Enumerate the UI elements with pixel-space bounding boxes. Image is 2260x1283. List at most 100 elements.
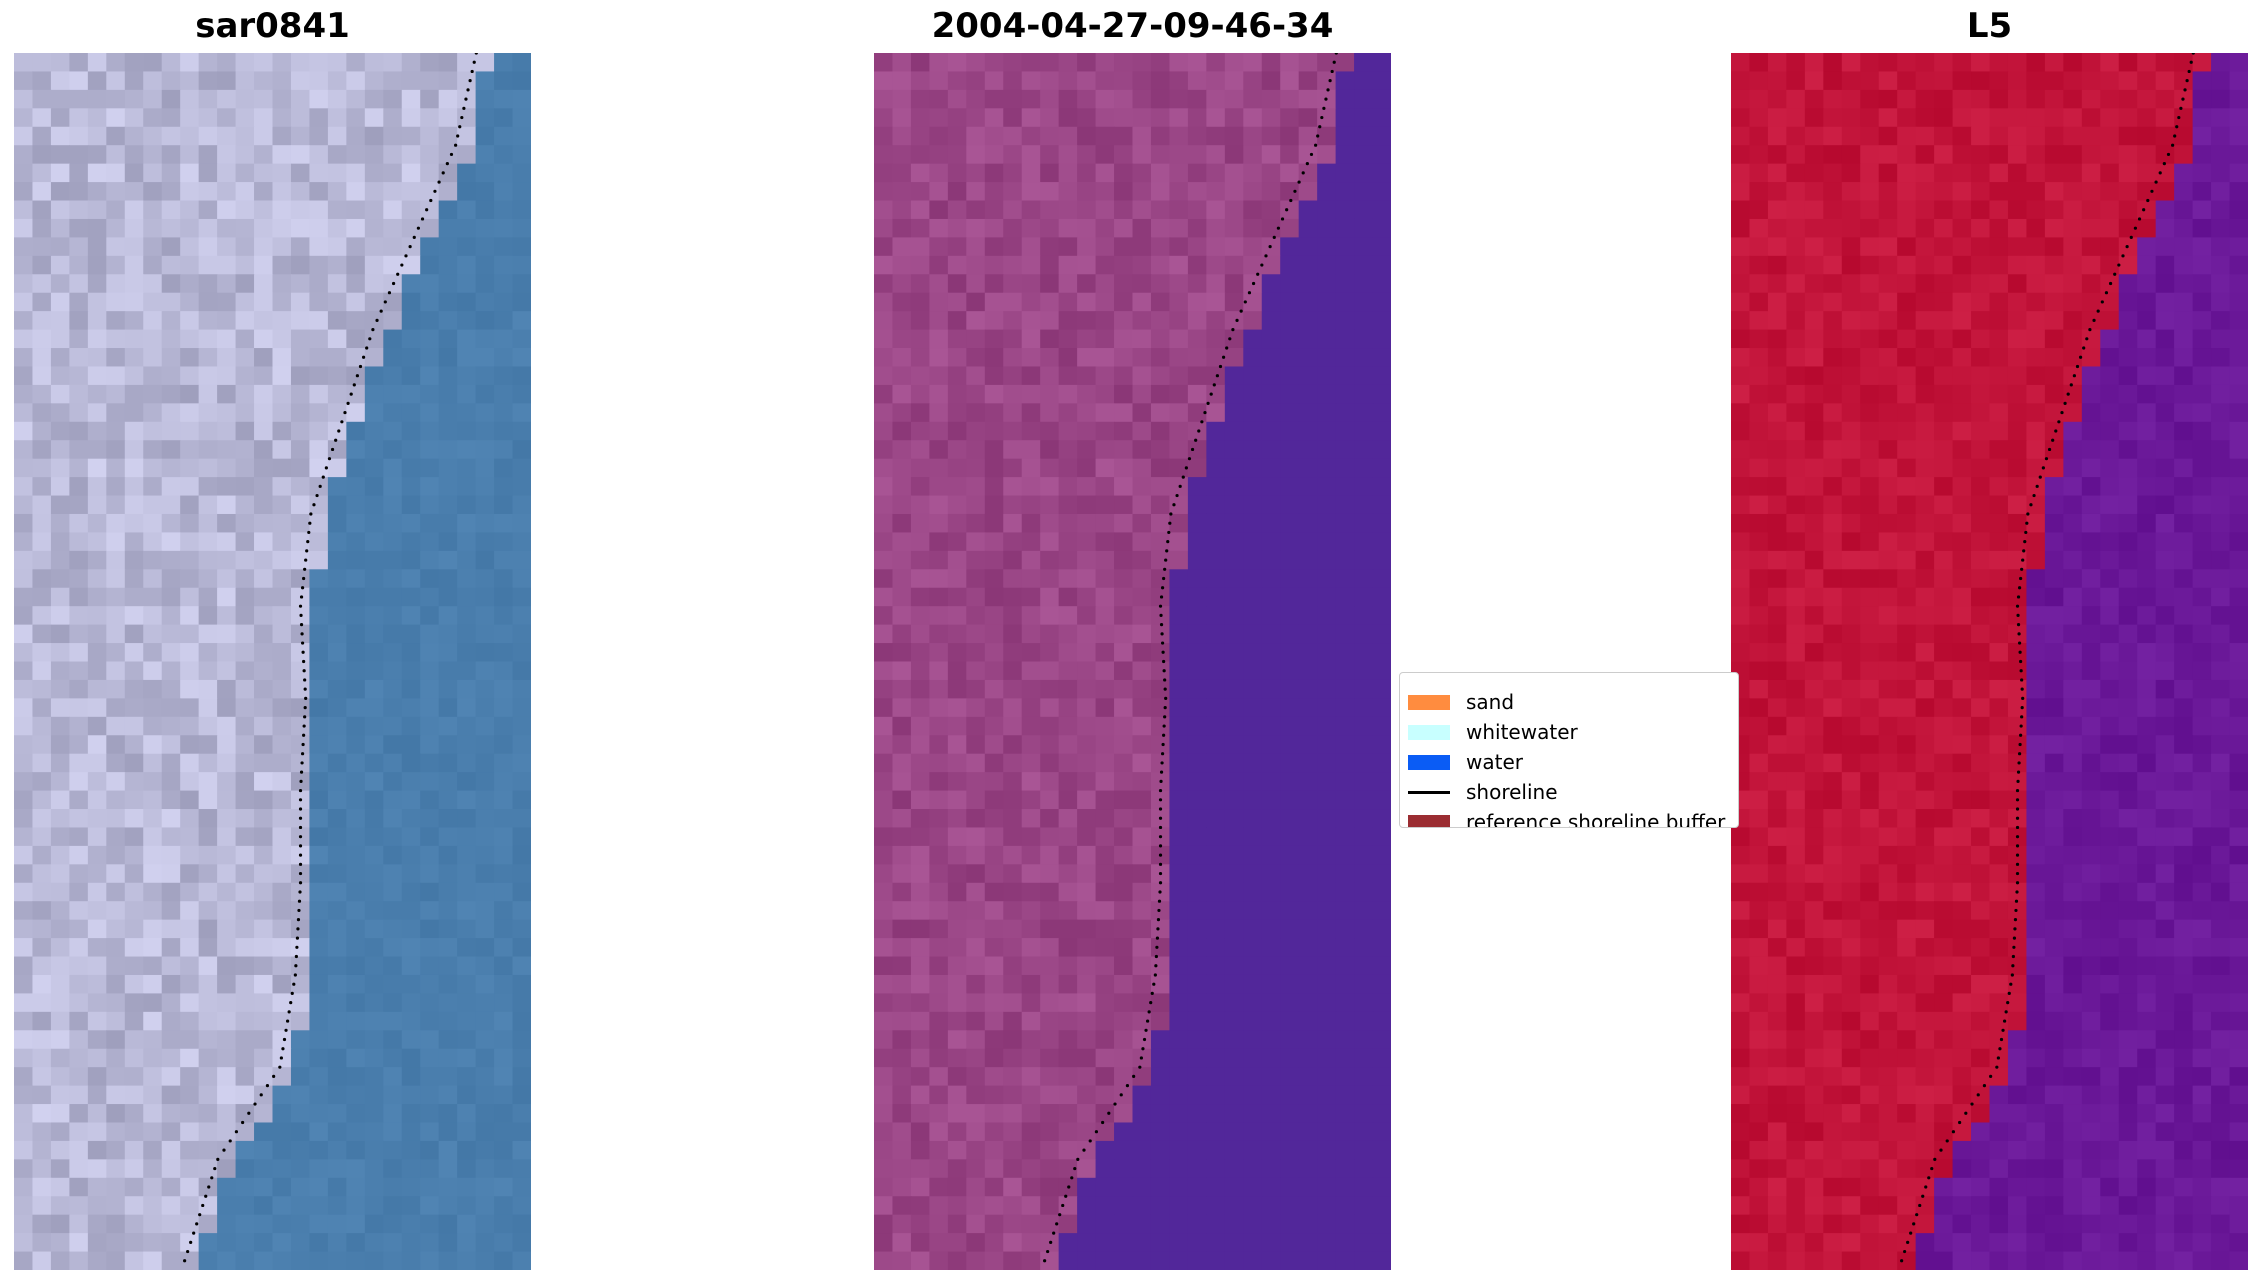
land-pixel (217, 1159, 237, 1179)
land-pixel (2174, 71, 2194, 91)
water-pixel (438, 274, 458, 294)
shoreline-dot (302, 659, 306, 664)
water-pixel (512, 569, 531, 589)
land-pixel (1077, 495, 1097, 515)
water-pixel (494, 89, 514, 109)
water-pixel (2174, 532, 2194, 552)
land-pixel (180, 550, 200, 570)
land-pixel (1224, 311, 1244, 331)
land-pixel (1095, 237, 1115, 257)
water-pixel (457, 643, 477, 663)
land-pixel (457, 53, 477, 73)
land-pixel (198, 1011, 218, 1031)
land-pixel (2007, 274, 2028, 294)
land-pixel (1767, 292, 1787, 312)
water-pixel (1206, 458, 1226, 478)
land-pixel (1989, 200, 2009, 220)
water-pixel (1354, 1030, 1374, 1050)
land-pixel (1878, 550, 1898, 570)
water-pixel (438, 1140, 458, 1160)
water-pixel (2211, 698, 2231, 718)
water-pixel (309, 864, 329, 884)
land-pixel (1989, 89, 2009, 109)
water-pixel (420, 513, 440, 534)
land-pixel (2063, 403, 2083, 423)
land-pixel (2081, 163, 2101, 183)
shoreline-dot (1166, 540, 1170, 544)
land-pixel (1021, 809, 1041, 829)
land-pixel (966, 495, 986, 515)
water-pixel (1206, 1122, 1226, 1142)
land-pixel (910, 643, 930, 663)
land-pixel (1786, 53, 1806, 73)
land-pixel (1021, 1011, 1041, 1031)
water-pixel (401, 495, 421, 515)
land-pixel (1114, 864, 1134, 884)
land-pixel (235, 1085, 255, 1105)
land-pixel (1224, 200, 1244, 220)
land-pixel (2044, 440, 2064, 460)
land-pixel (1786, 329, 1806, 349)
land-pixel (1132, 993, 1152, 1013)
land-pixel (1224, 274, 1244, 294)
land-pixel (1114, 919, 1134, 939)
land-pixel (984, 108, 1004, 128)
water-pixel (1354, 845, 1374, 865)
land-pixel (143, 772, 163, 792)
land-pixel (1915, 513, 1935, 534)
water-pixel (1187, 513, 1207, 534)
land-pixel (235, 679, 255, 699)
water-pixel (420, 1085, 440, 1105)
water-pixel (1354, 495, 1374, 515)
water-pixel (1187, 993, 1207, 1013)
water-pixel (438, 1085, 458, 1105)
land-pixel (1077, 348, 1097, 368)
land-pixel (1261, 53, 1281, 73)
land-pixel (984, 477, 1004, 497)
land-pixel (910, 274, 930, 294)
water-pixel (1298, 274, 1318, 294)
land-pixel (2026, 108, 2046, 128)
water-pixel (290, 1122, 311, 1142)
land-pixel (217, 901, 237, 921)
land-pixel (14, 809, 34, 829)
water-pixel (494, 274, 514, 294)
water-pixel (383, 974, 403, 995)
water-pixel (1298, 1214, 1318, 1234)
land-pixel (50, 809, 70, 829)
water-pixel (2192, 182, 2212, 202)
land-pixel (1878, 108, 1898, 128)
land-pixel (1095, 89, 1115, 109)
land-pixel (50, 477, 70, 497)
water-pixel (1317, 1030, 1337, 1050)
land-pixel (966, 71, 986, 91)
land-pixel (1095, 1067, 1115, 1087)
land-pixel (1749, 458, 1769, 478)
land-pixel (235, 606, 255, 626)
land-pixel (14, 182, 34, 202)
water-pixel (494, 1030, 514, 1050)
land-pixel (910, 901, 930, 921)
water-pixel (1372, 421, 1391, 441)
land-pixel (198, 901, 218, 921)
land-pixel (1915, 89, 1935, 109)
land-pixel (1731, 495, 1751, 515)
land-pixel (892, 919, 912, 939)
land-pixel (892, 993, 912, 1013)
water-pixel (1224, 661, 1244, 681)
land-pixel (892, 53, 912, 73)
land-pixel (910, 606, 930, 626)
water-pixel (1169, 753, 1189, 773)
land-pixel (929, 993, 949, 1013)
land-pixel (1132, 1030, 1152, 1050)
land-pixel (143, 1214, 163, 1234)
land-pixel (14, 403, 34, 423)
land-pixel (290, 237, 311, 257)
water-pixel (346, 679, 366, 699)
land-pixel (69, 1067, 89, 1087)
land-pixel (1915, 163, 1935, 183)
land-pixel (1021, 477, 1041, 497)
land-pixel (1224, 126, 1244, 146)
land-pixel (1114, 643, 1134, 663)
land-pixel (143, 550, 163, 570)
